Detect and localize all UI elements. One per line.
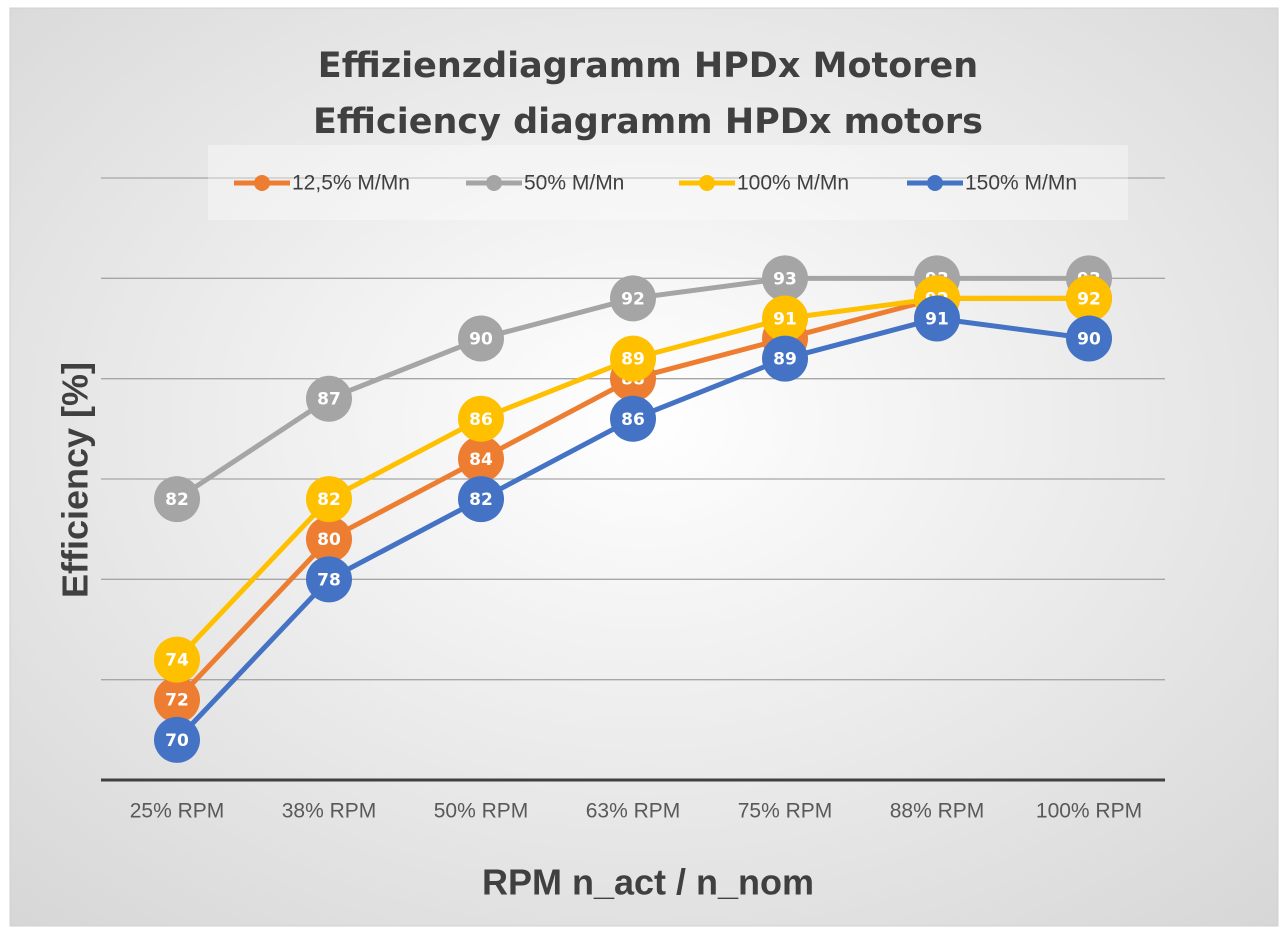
data-point [458,315,504,362]
x-tick-label: 50% RPM [434,800,529,823]
data-point [610,395,656,442]
data-point [1066,315,1112,362]
legend-marker [699,175,715,191]
chart-subtitle: Efficiency diagramm HPDx motors [313,102,983,142]
data-label: 91 [773,309,797,329]
data-point [306,556,352,603]
legend-marker [486,175,502,191]
data-label: 86 [469,410,493,430]
data-point [610,275,656,322]
data-point [458,395,504,442]
x-tick-label: 100% RPM [1036,800,1142,823]
legend-marker [254,175,270,191]
data-point [154,476,200,523]
x-tick-label: 88% RPM [890,800,985,823]
data-label: 82 [317,490,341,510]
data-label: 89 [621,350,645,370]
data-point [154,636,200,683]
x-tick-label: 25% RPM [130,800,225,823]
legend-marker [927,175,943,191]
data-point [306,375,352,422]
data-label: 91 [925,309,949,329]
x-tick-label: 75% RPM [738,800,833,823]
data-label: 86 [621,410,645,430]
data-point [1066,275,1112,322]
chart-title: Effizienzdiagramm HPDx Motoren [318,46,978,86]
y-axis-title: Efficiency [%] [55,362,96,598]
data-point [762,335,808,382]
data-label: 90 [1077,330,1101,350]
data-point [306,516,352,563]
legend-label: 150% M/Mn [965,172,1077,195]
data-label: 72 [165,691,189,711]
data-label: 74 [165,651,189,671]
legend-label: 12,5% M/Mn [292,172,410,195]
data-point [610,335,656,382]
data-point [762,255,808,302]
data-label: 84 [469,450,493,470]
data-label: 92 [1077,289,1101,309]
legend-box [208,145,1128,220]
data-label: 80 [317,530,341,550]
data-label: 82 [165,490,189,510]
data-point [914,295,960,342]
x-tick-label: 38% RPM [282,800,377,823]
legend-label: 100% M/Mn [737,172,849,195]
data-label: 93 [773,269,797,289]
data-label: 92 [621,289,645,309]
data-point [306,476,352,523]
legend-label: 50% M/Mn [524,172,624,195]
data-label: 82 [469,490,493,510]
data-label: 89 [773,350,797,370]
data-label: 90 [469,330,493,350]
x-axis-title: RPM n_act / n_nom [482,862,814,903]
data-label: 70 [165,731,189,751]
data-point [154,716,200,763]
x-tick-label: 63% RPM [586,800,681,823]
data-label: 78 [317,570,341,590]
data-point [458,476,504,523]
data-point [762,295,808,342]
data-label: 87 [317,390,341,410]
data-point [154,676,200,723]
data-point [458,435,504,482]
